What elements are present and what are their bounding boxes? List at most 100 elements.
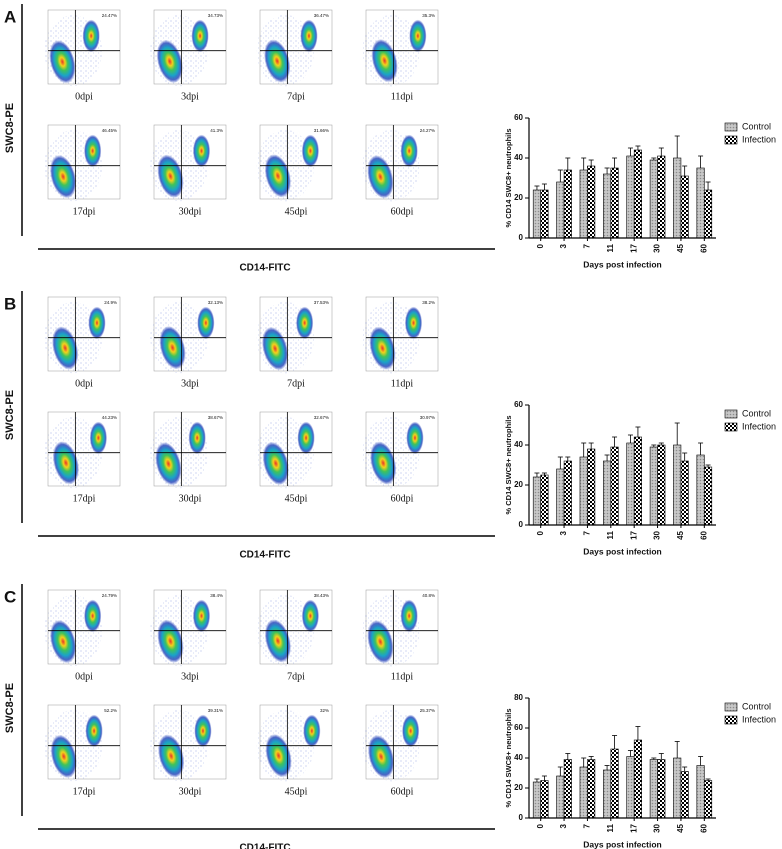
- flow-plot: 31.66% 45dpi: [256, 124, 333, 217]
- density-blob: [296, 306, 314, 340]
- bar: [657, 444, 666, 526]
- x-axis-label: CD14-FITC: [239, 263, 290, 274]
- plot-label: 3dpi: [181, 91, 199, 102]
- panel: B SWC8-PE CD14-FITC 24.9% 0dpi 32.13% 3dpi 37.5…: [4, 291, 495, 561]
- flow-plot: 38.2% 11dpi: [362, 296, 439, 389]
- legend-swatch: [724, 122, 738, 132]
- bar: [657, 759, 666, 819]
- density-blob: [52, 326, 79, 370]
- legend-swatch: [724, 135, 738, 145]
- density-blob: [404, 306, 423, 340]
- x-axis-label: CD14-FITC: [239, 550, 290, 561]
- error-bar: [627, 147, 633, 156]
- density-blob: [400, 134, 418, 168]
- y-tick-label: 20: [514, 480, 523, 489]
- error-bar: [674, 135, 680, 158]
- gate-percent: 32%: [320, 708, 329, 713]
- bar: [556, 181, 565, 239]
- y-axis-label: SWC8-PE: [4, 390, 16, 440]
- gate-percent: 25.37%: [420, 708, 435, 713]
- x-tick-label: 3: [559, 243, 568, 248]
- error-bar: [674, 422, 680, 445]
- flow-plot: 40.8% 11dpi: [362, 589, 439, 682]
- bar: [673, 157, 682, 239]
- x-tick-label: 60: [699, 823, 708, 832]
- flow-plot: 38.67% 30dpi: [150, 411, 227, 504]
- bar: [579, 169, 588, 239]
- x-tick-label: 0: [536, 243, 545, 248]
- flow-plot: 44.23% 17dpi: [44, 411, 121, 504]
- plot-label: 11dpi: [391, 91, 414, 102]
- density-blob: [194, 714, 212, 748]
- density-blob: [402, 714, 420, 748]
- panel: CSWC8-PECD14-FITC24.79%0dpi38.4%3dpi38.4…: [4, 584, 495, 849]
- bar: [704, 466, 713, 526]
- flow-plot: 34.73% 3dpi: [150, 9, 227, 102]
- bar: [540, 780, 549, 819]
- gate-percent: 31.66%: [314, 128, 329, 133]
- plot-label: 7dpi: [287, 91, 305, 102]
- density-blob: [297, 421, 315, 455]
- error-bar: [557, 169, 563, 182]
- bar: [563, 169, 572, 239]
- flow-plot: 36.47% 7dpi: [256, 9, 333, 102]
- error-bar: [541, 472, 547, 475]
- bar-chart: 0 20 40 60 Control Infection 0 3 7 11 17 30 45 60 Days…: [504, 113, 776, 269]
- bar: [610, 748, 619, 819]
- density-blob: [85, 714, 103, 748]
- y-tick-label: 20: [514, 783, 523, 792]
- bar: [633, 739, 642, 819]
- plot-label: 0dpi: [75, 91, 93, 102]
- error-bar: [698, 442, 704, 455]
- legend-swatch: [724, 422, 738, 432]
- bar: [704, 189, 713, 239]
- density-blob: [301, 599, 320, 633]
- density-blob: [264, 39, 291, 83]
- gate-percent: 38.4%: [210, 593, 223, 598]
- bar: [633, 436, 642, 526]
- error-bar: [658, 442, 664, 445]
- flow-plot: 37.53% 7dpi: [256, 296, 333, 389]
- plot-label: 45dpi: [285, 206, 308, 217]
- density-blob: [88, 306, 106, 340]
- x-tick-label: 45: [676, 530, 685, 539]
- plot-label: 17dpi: [73, 206, 96, 217]
- x-tick-label: 0: [536, 823, 545, 828]
- x-axis-label: Days post infection: [583, 259, 661, 269]
- error-bar: [604, 765, 610, 770]
- bar: [610, 167, 619, 239]
- plot-label: 0dpi: [75, 378, 93, 389]
- error-bar: [581, 757, 587, 767]
- legend-label: Control: [742, 408, 771, 418]
- error-bar: [698, 756, 704, 766]
- gate-percent: 30.97%: [420, 415, 435, 420]
- error-bar: [705, 464, 711, 467]
- plot-label: 11dpi: [391, 378, 414, 389]
- y-axis-label: SWC8-PE: [4, 683, 16, 733]
- x-tick-label: 17: [629, 243, 638, 252]
- flow-plot: 32% 45dpi: [256, 704, 333, 797]
- error-bar: [557, 766, 563, 776]
- error-bar: [565, 157, 571, 170]
- density-blob: [265, 734, 292, 778]
- legend-label: Infection: [742, 714, 776, 724]
- bar: [563, 460, 572, 526]
- error-bar: [541, 183, 547, 190]
- x-tick-label: 17: [629, 823, 638, 832]
- gate-percent: 39.31%: [208, 708, 223, 713]
- y-tick-label: 0: [519, 813, 524, 822]
- flow-plot: 52.2% 17dpi: [44, 704, 121, 797]
- density-blob: [370, 441, 397, 485]
- x-tick-label: 3: [559, 823, 568, 828]
- flow-plot: 38.4% 3dpi: [150, 589, 227, 682]
- density-blob: [159, 326, 186, 370]
- density-blob: [406, 421, 424, 455]
- density-blob: [158, 734, 185, 778]
- gate-percent: 32.13%: [208, 300, 223, 305]
- error-bar: [651, 757, 657, 760]
- legend-swatch: [724, 715, 738, 725]
- flow-plot: 35.3% 11dpi: [362, 9, 439, 102]
- y-tick-label: 20: [514, 193, 523, 202]
- error-bar: [651, 444, 657, 447]
- bar: [556, 775, 565, 819]
